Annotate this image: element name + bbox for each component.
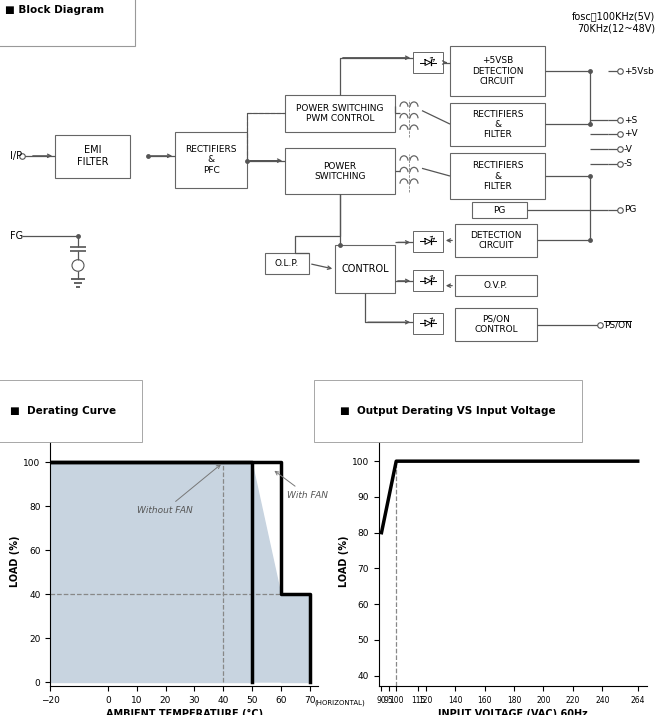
Text: PG: PG	[624, 205, 636, 214]
Text: PG: PG	[493, 206, 506, 214]
Text: -S: -S	[624, 159, 633, 168]
Polygon shape	[252, 463, 281, 682]
Text: EMI
FILTER: EMI FILTER	[77, 145, 109, 167]
Text: PS/ON
CONTROL: PS/ON CONTROL	[474, 315, 518, 335]
Text: I/P: I/P	[10, 151, 22, 161]
Bar	[413, 270, 443, 292]
Polygon shape	[50, 463, 252, 682]
Bar	[413, 231, 443, 252]
Bar	[335, 245, 395, 293]
Text: -V: -V	[624, 144, 633, 154]
Bar	[285, 148, 395, 194]
Text: +5Vsb: +5Vsb	[624, 66, 654, 76]
Text: O.L.P.: O.L.P.	[275, 259, 299, 268]
Text: +S: +S	[624, 116, 637, 124]
Text: FG: FG	[10, 231, 23, 241]
Bar	[450, 153, 545, 199]
X-axis label: INPUT VOLTAGE (VAC) 60Hz: INPUT VOLTAGE (VAC) 60Hz	[438, 709, 588, 715]
Bar	[55, 134, 130, 178]
Text: Without FAN: Without FAN	[137, 465, 220, 515]
Bar	[455, 224, 537, 257]
Text: POWER SWITCHING
PWM CONTROL: POWER SWITCHING PWM CONTROL	[296, 104, 384, 123]
Text: CONTROL: CONTROL	[341, 265, 389, 275]
Text: RECTIFIERS
&
FILTER: RECTIFIERS & FILTER	[472, 161, 523, 191]
Text: ■  Derating Curve: ■ Derating Curve	[10, 406, 116, 416]
Bar	[413, 312, 443, 334]
X-axis label: AMBIENT TEMPERATURE (°C): AMBIENT TEMPERATURE (°C)	[106, 709, 263, 715]
Text: With FAN: With FAN	[275, 471, 328, 500]
Bar	[472, 202, 527, 218]
Text: RECTIFIERS
&
PFC: RECTIFIERS & PFC	[185, 144, 237, 174]
Text: RECTIFIERS
&
FILTER: RECTIFIERS & FILTER	[472, 109, 523, 139]
Text: PS/ON: PS/ON	[604, 320, 632, 330]
Text: 70KHz(12~48V): 70KHz(12~48V)	[577, 23, 655, 33]
Text: DETECTION
CIRCUIT: DETECTION CIRCUIT	[470, 231, 522, 250]
Bar	[265, 253, 309, 274]
Bar	[455, 275, 537, 296]
Bar	[175, 132, 247, 187]
Text: ■  Output Derating VS Input Voltage: ■ Output Derating VS Input Voltage	[340, 406, 556, 416]
Bar	[450, 103, 545, 146]
Bar	[450, 46, 545, 97]
Y-axis label: LOAD (%): LOAD (%)	[11, 536, 21, 587]
Bar	[285, 95, 395, 132]
Bar	[455, 307, 537, 342]
Text: (HORIZONTAL): (HORIZONTAL)	[314, 699, 364, 706]
Text: O.V.P.: O.V.P.	[484, 281, 508, 290]
Bar	[413, 52, 443, 73]
Polygon shape	[281, 594, 310, 682]
Text: fosc：100KHz(5V): fosc：100KHz(5V)	[572, 11, 655, 21]
Text: ■ Block Diagram: ■ Block Diagram	[5, 5, 104, 15]
Text: +5VSB
DETECTION
CIRCUIT: +5VSB DETECTION CIRCUIT	[472, 56, 523, 86]
Text: +V: +V	[624, 129, 638, 138]
Y-axis label: LOAD (%): LOAD (%)	[339, 536, 349, 587]
Text: POWER
SWITCHING: POWER SWITCHING	[314, 162, 366, 181]
